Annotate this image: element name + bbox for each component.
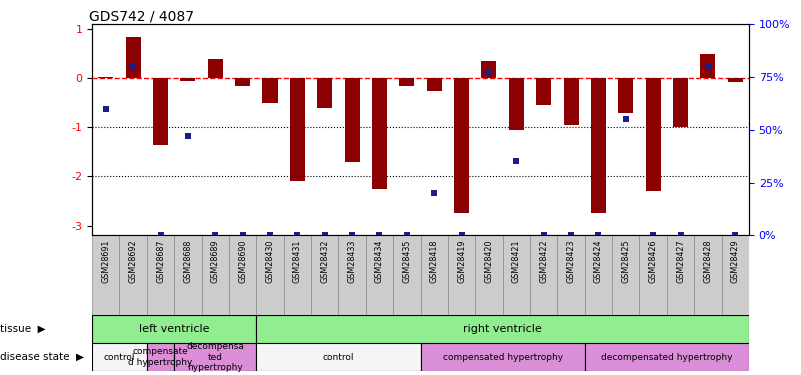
Bar — [728, 78, 743, 82]
Text: GSM28418: GSM28418 — [429, 239, 439, 283]
Text: GSM28434: GSM28434 — [375, 239, 384, 283]
Bar — [400, 78, 414, 86]
Bar — [454, 78, 469, 213]
Bar — [175, 236, 202, 315]
Text: GSM28422: GSM28422 — [539, 239, 548, 283]
Text: decompensated hypertrophy: decompensated hypertrophy — [601, 352, 733, 362]
Text: GSM28431: GSM28431 — [293, 239, 302, 283]
Bar — [421, 236, 448, 315]
Text: compensate
d hypertrophy: compensate d hypertrophy — [128, 348, 193, 367]
Text: GSM28435: GSM28435 — [402, 239, 412, 283]
Text: GSM28692: GSM28692 — [129, 239, 138, 283]
Bar — [557, 236, 585, 315]
Bar — [666, 236, 694, 315]
Bar — [618, 78, 634, 112]
Bar — [530, 236, 557, 315]
Text: GSM28689: GSM28689 — [211, 239, 219, 283]
Bar — [421, 343, 585, 371]
Bar — [92, 236, 119, 315]
Bar — [256, 343, 421, 371]
Text: decompensa
ted
hypertrophy: decompensa ted hypertrophy — [187, 342, 244, 372]
Text: GSM28688: GSM28688 — [183, 239, 192, 283]
Bar — [284, 236, 311, 315]
Text: right ventricle: right ventricle — [463, 324, 542, 334]
Bar — [536, 78, 551, 105]
Text: control: control — [104, 352, 135, 362]
Bar — [126, 37, 141, 78]
Bar — [585, 343, 749, 371]
Text: left ventricle: left ventricle — [139, 324, 210, 334]
Bar — [207, 59, 223, 78]
Text: GSM28430: GSM28430 — [265, 239, 275, 283]
Text: disease state  ▶: disease state ▶ — [0, 352, 84, 362]
Bar — [564, 78, 578, 125]
Bar — [366, 236, 393, 315]
Bar — [372, 78, 387, 189]
Text: GDS742 / 4087: GDS742 / 4087 — [89, 9, 194, 23]
Bar — [317, 78, 332, 108]
Bar — [722, 236, 749, 315]
Text: GSM28687: GSM28687 — [156, 239, 165, 283]
Text: GSM28424: GSM28424 — [594, 239, 603, 283]
Bar — [256, 315, 749, 343]
Text: GSM28421: GSM28421 — [512, 239, 521, 283]
Bar — [612, 236, 639, 315]
Bar — [180, 78, 195, 81]
Bar — [290, 78, 305, 182]
Bar — [175, 343, 256, 371]
Bar — [202, 236, 229, 315]
Bar — [263, 78, 277, 103]
Text: GSM28690: GSM28690 — [238, 239, 248, 283]
Bar — [585, 236, 612, 315]
Text: GSM28428: GSM28428 — [703, 239, 712, 283]
Bar — [311, 236, 339, 315]
Bar — [229, 236, 256, 315]
Bar — [147, 236, 175, 315]
Bar — [344, 78, 360, 162]
Bar — [147, 343, 175, 371]
Bar — [339, 236, 366, 315]
Text: GSM28433: GSM28433 — [348, 239, 356, 283]
Bar — [256, 236, 284, 315]
Bar — [99, 77, 113, 78]
Text: tissue  ▶: tissue ▶ — [0, 324, 46, 334]
Text: GSM28429: GSM28429 — [731, 239, 740, 283]
Bar — [639, 236, 666, 315]
Bar — [509, 78, 524, 130]
Bar — [646, 78, 661, 191]
Bar — [92, 315, 256, 343]
Text: GSM28425: GSM28425 — [622, 239, 630, 283]
Text: GSM28432: GSM28432 — [320, 239, 329, 283]
Text: compensated hypertrophy: compensated hypertrophy — [443, 352, 562, 362]
Bar — [700, 54, 715, 78]
Bar — [503, 236, 530, 315]
Bar — [235, 78, 250, 86]
Text: control: control — [323, 352, 354, 362]
Bar — [475, 236, 503, 315]
Bar — [92, 343, 147, 371]
Bar — [591, 78, 606, 213]
Text: GSM28426: GSM28426 — [649, 239, 658, 283]
Bar — [119, 236, 147, 315]
Bar — [427, 78, 441, 91]
Text: GSM28423: GSM28423 — [566, 239, 576, 283]
Bar — [393, 236, 421, 315]
Text: GSM28419: GSM28419 — [457, 239, 466, 283]
Text: GSM28427: GSM28427 — [676, 239, 685, 283]
Bar — [481, 61, 497, 78]
Bar — [694, 236, 722, 315]
Bar — [673, 78, 688, 128]
Text: GSM28691: GSM28691 — [101, 239, 111, 283]
Text: GSM28420: GSM28420 — [485, 239, 493, 283]
Bar — [153, 78, 168, 144]
Bar — [448, 236, 475, 315]
